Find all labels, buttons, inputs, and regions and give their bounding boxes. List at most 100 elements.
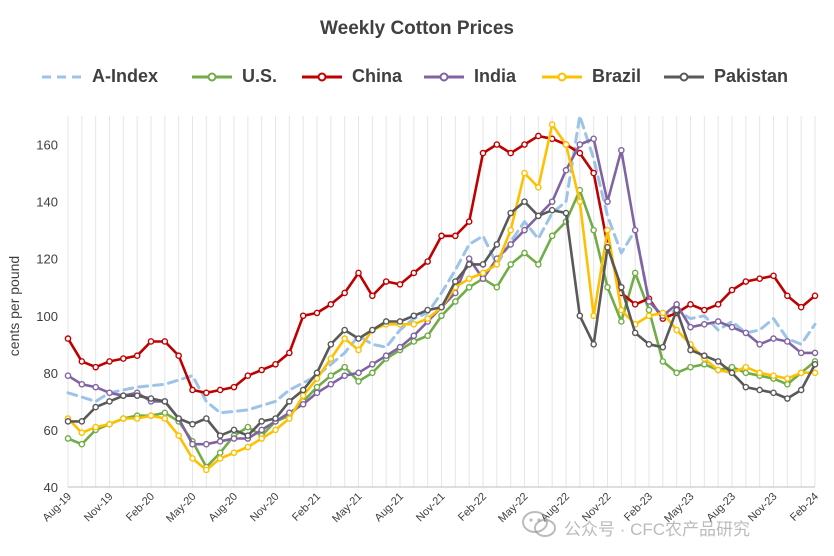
data-point xyxy=(341,335,348,342)
y-tick-label: 140 xyxy=(36,195,58,210)
data-point xyxy=(673,306,680,314)
x-tick-label: May-21 xyxy=(330,491,364,525)
data-point xyxy=(465,218,473,225)
data-point xyxy=(299,400,307,408)
data-point xyxy=(410,269,418,277)
data-point xyxy=(203,466,210,474)
data-point xyxy=(548,121,556,128)
data-point xyxy=(701,360,708,368)
data-point xyxy=(230,435,238,442)
data-point xyxy=(742,383,750,391)
y-tick-label: 120 xyxy=(36,252,58,267)
data-point xyxy=(189,386,196,394)
data-point xyxy=(811,360,819,368)
data-point xyxy=(369,369,376,377)
data-point xyxy=(479,269,487,277)
x-tick-label: Feb-22 xyxy=(456,491,489,524)
data-point xyxy=(742,329,750,337)
data-point xyxy=(590,312,597,320)
legend-label: U.S. xyxy=(242,66,278,86)
data-point xyxy=(797,369,805,377)
x-tick-label: Aug-20 xyxy=(207,491,241,525)
data-point xyxy=(341,372,348,380)
data-point xyxy=(410,312,418,320)
data-point xyxy=(784,380,791,388)
legend-swatch xyxy=(664,72,704,82)
y-axis-label: cents per pound xyxy=(2,240,26,380)
data-point xyxy=(382,318,390,325)
data-point xyxy=(631,269,639,277)
legend-label: India xyxy=(474,66,517,86)
data-point xyxy=(590,169,597,177)
data-point xyxy=(272,360,279,368)
data-point xyxy=(811,349,819,357)
data-point xyxy=(147,412,155,419)
data-point xyxy=(493,261,501,268)
data-point xyxy=(714,318,722,325)
data-point xyxy=(562,141,570,148)
data-point xyxy=(175,432,182,439)
data-point xyxy=(216,432,224,439)
data-point xyxy=(258,418,265,425)
data-point xyxy=(493,141,501,148)
data-point xyxy=(286,349,293,357)
data-point xyxy=(272,426,279,434)
data-point xyxy=(106,358,113,365)
data-point xyxy=(299,392,307,399)
x-tick-label: Aug-21 xyxy=(373,491,407,525)
data-point xyxy=(396,318,404,325)
data-point xyxy=(438,232,445,240)
data-point xyxy=(659,358,667,365)
x-tick-label: Feb-21 xyxy=(290,491,323,524)
data-point xyxy=(410,321,418,328)
data-point xyxy=(576,312,584,320)
data-point xyxy=(286,398,293,405)
data-point xyxy=(701,306,708,314)
data-point xyxy=(784,292,791,300)
data-point xyxy=(548,198,556,205)
data-point xyxy=(216,438,224,445)
data-point xyxy=(327,301,335,308)
data-point xyxy=(313,389,321,397)
data-point xyxy=(742,369,750,377)
y-tick-label: 60 xyxy=(44,423,58,438)
data-point xyxy=(535,184,542,191)
data-point xyxy=(645,312,653,320)
data-point xyxy=(341,289,348,297)
data-point xyxy=(673,369,680,377)
y-tick-label: 100 xyxy=(36,309,58,324)
legend-label: Brazil xyxy=(592,66,642,86)
data-point xyxy=(355,269,362,277)
data-point xyxy=(133,415,141,422)
data-point xyxy=(521,226,528,234)
data-point xyxy=(797,349,805,357)
data-point xyxy=(147,338,155,345)
data-point xyxy=(161,409,169,417)
data-point xyxy=(369,360,376,368)
data-point xyxy=(106,420,113,428)
data-point xyxy=(493,283,501,291)
data-point xyxy=(631,226,639,234)
data-point xyxy=(756,386,763,394)
data-point xyxy=(244,372,252,380)
data-point xyxy=(659,343,667,351)
data-point xyxy=(106,398,113,405)
data-point xyxy=(258,366,265,374)
data-point xyxy=(604,226,611,234)
data-point xyxy=(811,292,819,300)
data-point xyxy=(548,206,556,214)
data-point xyxy=(452,278,459,285)
watermark-text: 公众号 · CFC农产品研究 xyxy=(564,520,751,539)
data-point xyxy=(230,449,238,457)
data-point xyxy=(548,232,556,240)
data-point xyxy=(728,369,736,377)
data-point xyxy=(535,212,542,220)
data-point xyxy=(784,338,791,345)
data-point xyxy=(64,435,72,442)
data-point xyxy=(258,435,265,442)
data-point xyxy=(590,226,597,234)
data-point xyxy=(770,272,777,280)
chart-title: Weekly Cotton Prices xyxy=(320,18,514,39)
x-tick-label: Nov-19 xyxy=(82,491,116,525)
data-point xyxy=(631,329,639,337)
